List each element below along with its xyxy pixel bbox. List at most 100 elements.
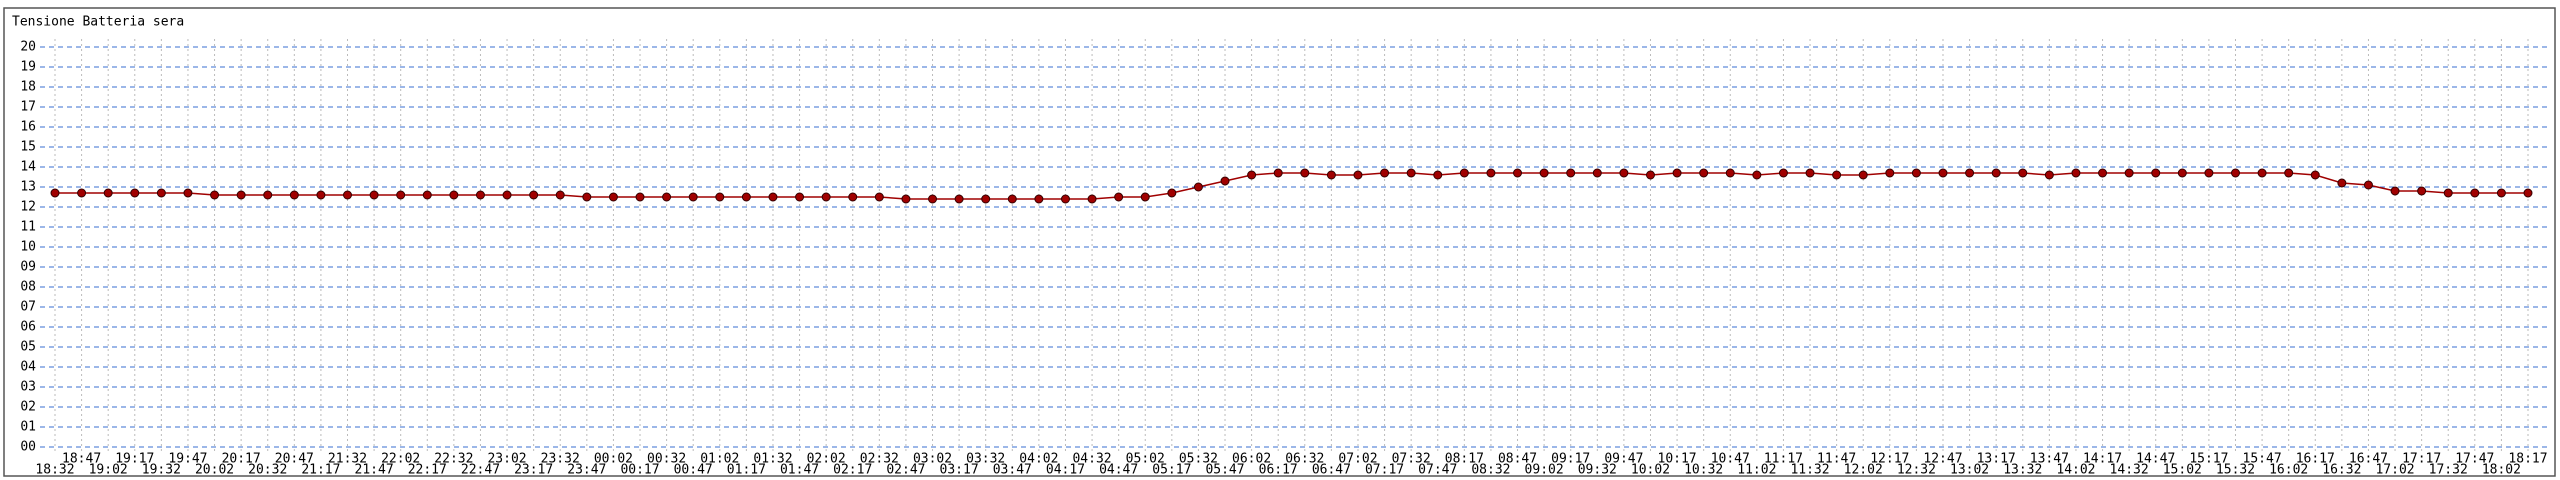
data-point (2230, 168, 2240, 178)
x-tick-label: 04:02 (1019, 452, 1058, 467)
x-tick-label: 19:17 (115, 452, 154, 467)
data-point (1380, 168, 1390, 178)
y-tick-label: 14 (20, 160, 36, 175)
data-point (343, 190, 353, 200)
data-point (1778, 168, 1788, 178)
data-point (688, 192, 698, 202)
x-tick-label: 07:32 (1392, 452, 1431, 467)
data-point (1273, 168, 1283, 178)
data-point (1326, 170, 1336, 180)
x-tick-label: 15:17 (2189, 452, 2228, 467)
x-tick-label: 12:47 (1923, 452, 1962, 467)
x-tick-label: 22:02 (381, 452, 420, 467)
x-tick-label: 05:02 (1126, 452, 1165, 467)
x-tick-label: 23:47 (567, 463, 606, 478)
data-point (103, 188, 113, 198)
data-point (901, 194, 911, 204)
x-tick-label: 15:32 (2216, 463, 2255, 478)
x-tick-label: 08:32 (1471, 463, 1510, 478)
x-tick-label: 09:17 (1551, 452, 1590, 467)
x-tick-label: 16:32 (2322, 463, 2361, 478)
x-tick-label: 21:47 (355, 463, 394, 478)
x-tick-label: 11:47 (1817, 452, 1856, 467)
data-point (1592, 168, 1602, 178)
data-point (1513, 168, 1523, 178)
x-tick-label: 09:32 (1578, 463, 1617, 478)
data-point (1406, 168, 1416, 178)
data-point (1300, 168, 1310, 178)
x-tick-label: 17:32 (2429, 463, 2468, 478)
data-line (55, 172, 2528, 200)
x-tick-label: 07:47 (1418, 463, 1457, 478)
data-point (821, 192, 831, 202)
x-tick-label: 17:47 (2455, 452, 2494, 467)
data-point (2417, 186, 2427, 196)
x-tick-label: 02:32 (860, 452, 899, 467)
y-tick-label: 20 (20, 40, 36, 55)
data-point (795, 192, 805, 202)
data-point (1247, 170, 1257, 180)
data-point (2018, 168, 2028, 178)
x-tick-label: 17:02 (2375, 463, 2414, 478)
x-tick-label: 06:17 (1259, 463, 1298, 478)
chart-title: Tensione Batteria sera (12, 15, 184, 30)
data-point (1433, 170, 1443, 180)
data-point (1459, 168, 1469, 178)
data-point (1752, 170, 1762, 180)
x-tick-label: 12:32 (1897, 463, 1936, 478)
x-tick-label: 00:32 (647, 452, 686, 467)
y-tick-label: 03 (20, 380, 36, 395)
x-tick-label: 16:02 (2269, 463, 2308, 478)
y-tick-label: 13 (20, 180, 36, 195)
x-tick-label: 10:32 (1684, 463, 1723, 478)
y-tick-label: 07 (20, 300, 36, 315)
x-tick-label: 20:32 (248, 463, 287, 478)
x-tick-label: 03:47 (993, 463, 1032, 478)
data-point (848, 192, 858, 202)
y-tick-label: 19 (20, 60, 36, 75)
x-tick-label: 12:17 (1870, 452, 1909, 467)
data-point (1193, 182, 1203, 192)
x-tick-label: 18:02 (2482, 463, 2521, 478)
data-point (2177, 168, 2187, 178)
data-point (1832, 170, 1842, 180)
data-point (1645, 170, 1655, 180)
x-tick-label: 13:32 (2003, 463, 2042, 478)
data-point (1060, 194, 1070, 204)
y-tick-label: 18 (20, 80, 36, 95)
x-tick-label: 20:02 (195, 463, 234, 478)
x-tick-label: 06:32 (1285, 452, 1324, 467)
x-tick-label: 00:47 (674, 463, 713, 478)
data-point (1805, 168, 1815, 178)
data-point (2204, 168, 2214, 178)
data-point (77, 188, 87, 198)
y-tick-label: 06 (20, 320, 36, 335)
data-point (2071, 168, 2081, 178)
x-tick-label: 14:17 (2083, 452, 2122, 467)
data-point (2496, 188, 2506, 198)
x-tick-label: 10:47 (1711, 452, 1750, 467)
data-point (130, 188, 140, 198)
x-tick-label: 15:47 (2243, 452, 2282, 467)
data-point (2098, 168, 2108, 178)
data-point (981, 194, 991, 204)
x-tick-label: 06:47 (1312, 463, 1351, 478)
data-point (263, 190, 273, 200)
data-point (2284, 168, 2294, 178)
data-point (2151, 168, 2161, 178)
x-tick-label: 22:17 (408, 463, 447, 478)
data-point (422, 190, 432, 200)
data-point (555, 190, 565, 200)
x-tick-label: 16:17 (2296, 452, 2335, 467)
data-point (635, 192, 645, 202)
x-tick-label: 01:32 (753, 452, 792, 467)
data-point (1911, 168, 1921, 178)
data-point (2470, 188, 2480, 198)
data-point (741, 192, 751, 202)
y-tick-label: 12 (20, 200, 36, 215)
data-point (236, 190, 246, 200)
x-tick-label: 09:47 (1604, 452, 1643, 467)
data-point (1007, 194, 1017, 204)
x-tick-label: 18:47 (62, 452, 101, 467)
